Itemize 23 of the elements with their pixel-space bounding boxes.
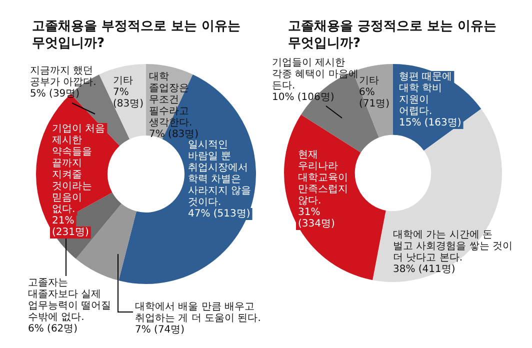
chart-title: 고졸채용을 긍정적으로 보는 이유는 무엇입니까? — [288, 18, 498, 52]
data-label: 21% (231명) — [52, 216, 89, 238]
data-label: 47% (513명) — [188, 208, 250, 220]
data-label: 38% (411명) — [393, 264, 456, 276]
slice-label: 고졸자는 대졸자보다 실제 업무능력이 떨어질 수밖에 없다. — [28, 278, 112, 324]
slice-label: 일시적인 바람일 뿐 취업시장에서 학력 차별은 사라지지 않을 것이다. — [188, 140, 252, 208]
data-label: 15% (163명) — [399, 118, 462, 129]
slice-label: 대학에 가는 시간에 돈 벌고 사회경험을 쌓는 것이 더 낫다고 본다. — [393, 230, 513, 264]
slice-label: 기타 — [113, 76, 133, 87]
slice-label: 기타 — [359, 76, 379, 87]
data-label: 7% (83명) — [113, 87, 144, 110]
data-label: 6% (62명) — [28, 324, 78, 335]
data-label: 31% (334명) — [298, 207, 335, 230]
data-label: 6% (71명) — [359, 87, 390, 110]
slice-label: 현재 우리나라 대학교육이 만족스럽지 않다. — [298, 150, 348, 207]
slice-label: 지금까지 했던 공부가 아깝다. — [30, 66, 96, 88]
chart-title: 고졸채용을 부정적으로 보는 이유는 무엇입니까? — [32, 18, 242, 52]
slice-label: 기업이 처음 제시한 약속들을 끝까지 지켜줄 것이라는 믿음이 없다. — [52, 124, 106, 216]
slice-label: 대학에서 배울 만큼 배우고 취업하는 게 더 도움이 된다. — [135, 302, 261, 324]
data-label: 5% (39명) — [30, 88, 80, 100]
slice-label: 형편 때문에 대학 학비 지원이 어렵다. — [399, 72, 452, 118]
data-label: 7% (83명) — [149, 129, 199, 140]
data-label: 7% (74명) — [135, 324, 185, 336]
